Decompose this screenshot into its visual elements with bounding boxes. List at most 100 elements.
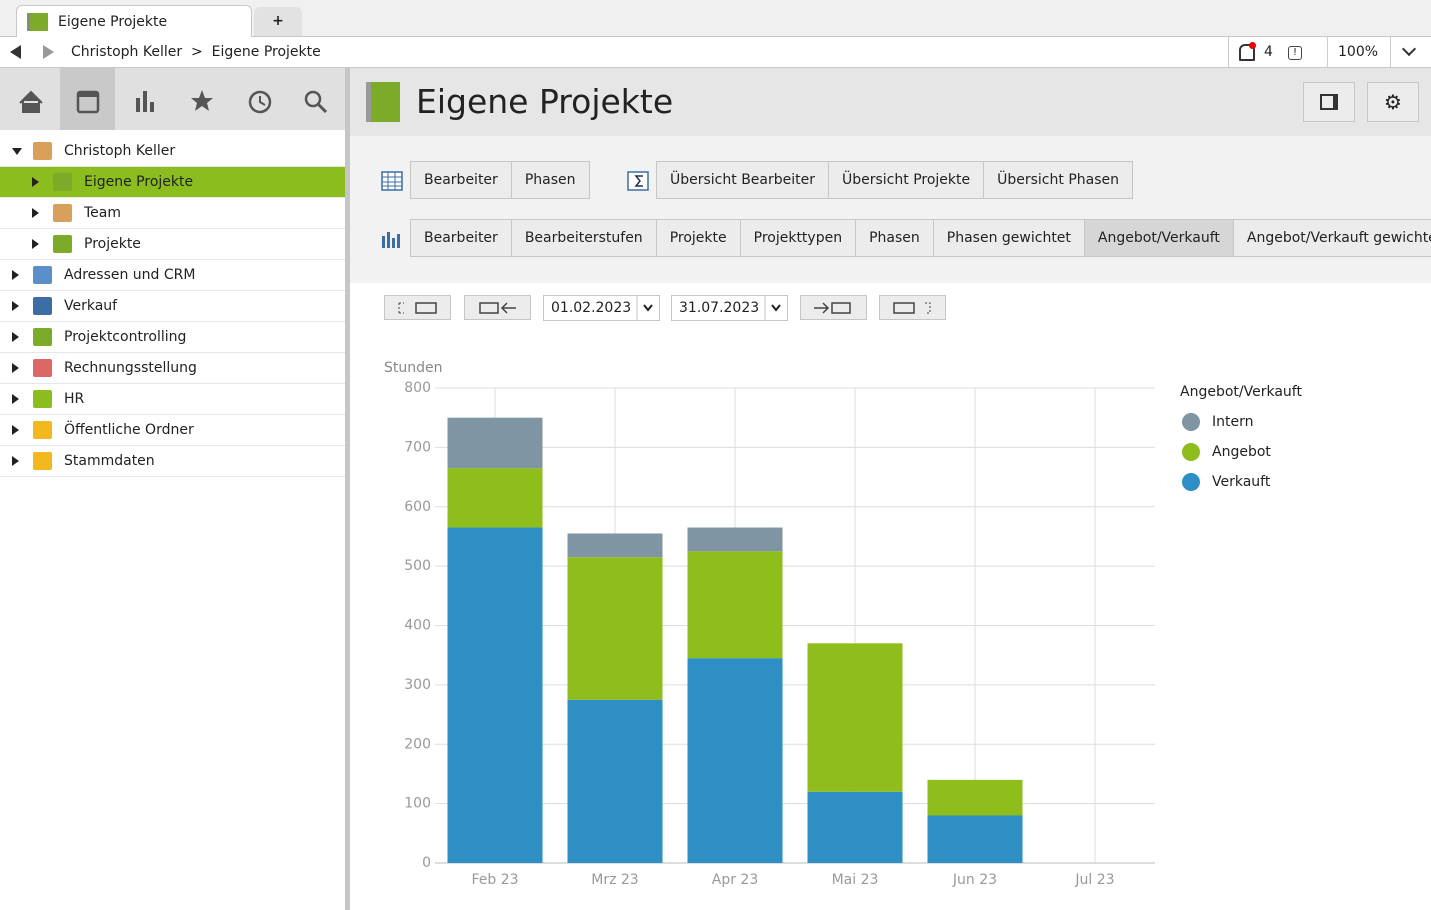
view-button[interactable]: Phasen	[511, 161, 590, 199]
star-icon[interactable]	[191, 90, 213, 111]
view-button[interactable]: Phasen gewichtet	[933, 219, 1085, 257]
view-button[interactable]: Angebot/Verkauft gewichtet	[1233, 219, 1431, 257]
expander[interactable]	[12, 456, 19, 466]
range-extend-right[interactable]	[879, 295, 946, 320]
range-shift-right[interactable]	[800, 295, 867, 320]
y-tick-label: 600	[404, 499, 431, 515]
x-tick-label: Mai 23	[832, 872, 879, 888]
separator	[1390, 37, 1391, 67]
tree-row[interactable]: Verkauf	[0, 291, 345, 322]
tab[interactable]: Eigene Projekte	[16, 5, 252, 38]
view-button[interactable]: Angebot/Verkauft	[1084, 219, 1234, 257]
legend-title: Angebot/Verkauft	[1180, 384, 1302, 400]
bar-segment	[447, 468, 543, 528]
stats-icon[interactable]	[136, 91, 154, 112]
expander[interactable]	[32, 177, 39, 187]
page-title: Eigene Projekte	[416, 82, 674, 121]
chart: Stunden Angebot/Verkauft 0 100 200 300 400 50…	[384, 360, 1302, 888]
expander[interactable]	[12, 394, 19, 404]
expander[interactable]	[32, 208, 39, 218]
date-to[interactable]: 31.07.2023	[671, 295, 788, 321]
forward[interactable]	[43, 45, 54, 59]
y-tick-label: 0	[422, 855, 431, 871]
tree-label: Christoph Keller	[64, 143, 176, 159]
bar-segment	[927, 815, 1023, 863]
y-tick-label: 700	[404, 439, 431, 455]
tree-icon	[53, 235, 72, 253]
expander[interactable]	[12, 301, 19, 311]
alert-icon[interactable]: !	[1288, 46, 1302, 60]
bar-segment	[807, 791, 903, 863]
expander[interactable]	[12, 363, 19, 373]
tree-row[interactable]: Eigene Projekte	[0, 167, 345, 198]
tree-icon	[33, 452, 52, 470]
tree-label: Team	[84, 205, 122, 221]
back[interactable]	[10, 45, 21, 59]
history-icon[interactable]	[248, 90, 272, 114]
bar-segment	[927, 779, 1023, 816]
tree-row[interactable]: Stammdaten	[0, 446, 345, 477]
tree-label: Öffentliche Ordner	[64, 422, 194, 438]
notification-count: 4	[1264, 44, 1273, 60]
tree-row[interactable]: Adressen und CRM	[0, 260, 345, 291]
view-button[interactable]: Bearbeiter	[410, 161, 512, 199]
date-control-icons	[398, 296, 931, 320]
home-icon[interactable]	[19, 90, 43, 113]
bar-segment	[567, 699, 663, 863]
range-extend-left[interactable]	[384, 295, 451, 320]
date-from[interactable]: 01.02.2023	[543, 295, 660, 321]
panel-button[interactable]	[1303, 82, 1355, 122]
y-tick-label: 400	[404, 618, 431, 634]
tree-row[interactable]: Christoph Keller	[0, 136, 345, 167]
splitter[interactable]	[345, 68, 350, 910]
tree-row[interactable]: Projekte	[0, 229, 345, 260]
view-button[interactable]: Übersicht Projekte	[829, 161, 985, 199]
tree-label: Projekte	[84, 236, 141, 252]
expander[interactable]	[12, 425, 19, 435]
legend-swatch	[1182, 473, 1200, 491]
tree-row[interactable]: HR	[0, 384, 345, 415]
tree: Christoph Keller Eigene Projekte Team Proje…	[0, 136, 345, 910]
expander[interactable]	[12, 270, 19, 280]
new-tab[interactable]: +	[254, 7, 302, 36]
crumb[interactable]: Eigene Projekte	[211, 44, 321, 60]
chart-icon	[382, 232, 400, 248]
tree-row[interactable]: Rechnungsstellung	[0, 353, 345, 384]
bar-segment	[687, 551, 783, 659]
tree-icon	[53, 173, 72, 191]
expander[interactable]	[12, 332, 19, 342]
y-tick-label: 200	[404, 736, 431, 752]
bar-segment	[687, 527, 783, 552]
range-shift-left[interactable]	[464, 295, 531, 320]
tree-row[interactable]: Projektcontrolling	[0, 322, 345, 353]
view-button[interactable]: Projekte	[656, 219, 741, 257]
view-button[interactable]: Bearbeiter	[410, 219, 512, 257]
sidebar-icons	[19, 90, 328, 114]
tree-label: Stammdaten	[64, 453, 155, 469]
zoom[interactable]: 100%	[1338, 44, 1379, 60]
tree-label: Adressen und CRM	[64, 267, 196, 283]
separator	[1327, 37, 1328, 67]
bar-segment	[687, 658, 783, 863]
expander[interactable]	[32, 239, 39, 249]
settings-button[interactable]: ⚙	[1367, 82, 1419, 122]
search-icon[interactable]	[304, 90, 322, 108]
date-from-text: 01.02.2023	[551, 300, 632, 316]
view-button[interactable]: Projekttypen	[740, 219, 857, 257]
view-button[interactable]: Übersicht Bearbeiter	[656, 161, 829, 199]
expander[interactable]	[12, 147, 22, 155]
view-button[interactable]: Phasen	[856, 219, 934, 257]
view-button[interactable]: Bearbeiterstufen	[511, 219, 657, 257]
badge	[1249, 42, 1256, 49]
crumb[interactable]: Christoph Keller	[71, 44, 183, 60]
view-toolbar	[350, 136, 1431, 283]
tab-label: Eigene Projekte	[58, 14, 168, 30]
view-button[interactable]: Übersicht Phasen	[984, 161, 1133, 199]
tree-row[interactable]: Team	[0, 198, 345, 229]
tree-row[interactable]: Öffentliche Ordner	[0, 415, 345, 446]
search-handle	[316, 102, 328, 114]
bell-icon[interactable]	[1239, 44, 1255, 61]
legend-swatch	[1182, 443, 1200, 461]
y-tick-label: 800	[404, 380, 431, 396]
